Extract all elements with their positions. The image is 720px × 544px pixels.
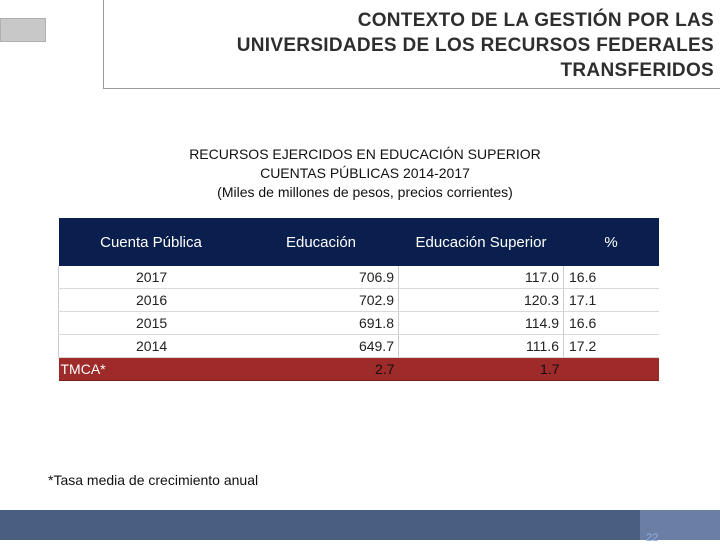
footer-bar-accent [640, 510, 720, 540]
footer-bar [0, 510, 720, 540]
cell-educacion: 702.9 [243, 288, 399, 312]
table-caption: RECURSOS EJERCIDOS EN EDUCACIÓN SUPERIOR… [60, 145, 670, 202]
header-percent: % [563, 218, 659, 266]
cell-year: 2016 [58, 288, 244, 312]
title-line-3: TRANSFERIDOS [560, 60, 714, 81]
header-educacion: Educación [243, 218, 399, 266]
cell-percent: 16.6 [563, 266, 659, 289]
horizontal-divider [103, 88, 720, 89]
cell-educacion: 706.9 [243, 266, 399, 289]
table-row: 2014 649.7 111.6 17.2 [58, 334, 659, 358]
vertical-divider [103, 0, 104, 88]
tmca-superior: 1.7 [398, 357, 564, 381]
caption-line-1: RECURSOS EJERCIDOS EN EDUCACIÓN SUPERIOR [189, 146, 541, 162]
header-cuenta-publica: Cuenta Pública [58, 218, 244, 266]
tmca-educacion: 2.7 [243, 357, 399, 381]
cell-superior: 111.6 [398, 334, 564, 358]
table-row: 2017 706.9 117.0 16.6 [58, 266, 659, 289]
table-row: 2016 702.9 120.3 17.1 [58, 288, 659, 312]
caption-line-3: (Miles de millones de pesos, precios cor… [217, 184, 513, 200]
footnote: *Tasa media de crecimiento anual [48, 472, 259, 488]
cell-superior: 120.3 [398, 288, 564, 312]
cell-educacion: 691.8 [243, 311, 399, 335]
cell-superior: 114.9 [398, 311, 564, 335]
cell-educacion: 649.7 [243, 334, 399, 358]
cell-percent: 17.1 [563, 288, 659, 312]
page-title: CONTEXTO DE LA GESTIÓN POR LAS UNIVERSID… [114, 8, 714, 83]
cell-percent: 17.2 [563, 334, 659, 358]
title-line-1: CONTEXTO DE LA GESTIÓN POR LAS [357, 10, 714, 31]
cell-year: 2017 [58, 266, 244, 289]
resources-table: Cuenta Pública Educación Educación Super… [58, 218, 659, 381]
tmca-label: TMCA* [58, 357, 244, 381]
tmca-percent [563, 357, 659, 381]
cell-year: 2014 [58, 334, 244, 358]
page-number: 22 [646, 532, 659, 544]
tmca-row: TMCA* 2.7 1.7 [58, 357, 659, 381]
table-row: 2015 691.8 114.9 16.6 [58, 311, 659, 335]
cell-superior: 117.0 [398, 266, 564, 289]
cell-percent: 16.6 [563, 311, 659, 335]
logo-placeholder [0, 18, 46, 42]
table-header-row: Cuenta Pública Educación Educación Super… [58, 218, 659, 266]
cell-year: 2015 [58, 311, 244, 335]
caption-line-2: CUENTAS PÚBLICAS 2014-2017 [260, 165, 470, 181]
title-line-2: UNIVERSIDADES DE LOS RECURSOS FEDERALES [236, 35, 714, 56]
header-educacion-superior: Educación Superior [398, 218, 564, 266]
